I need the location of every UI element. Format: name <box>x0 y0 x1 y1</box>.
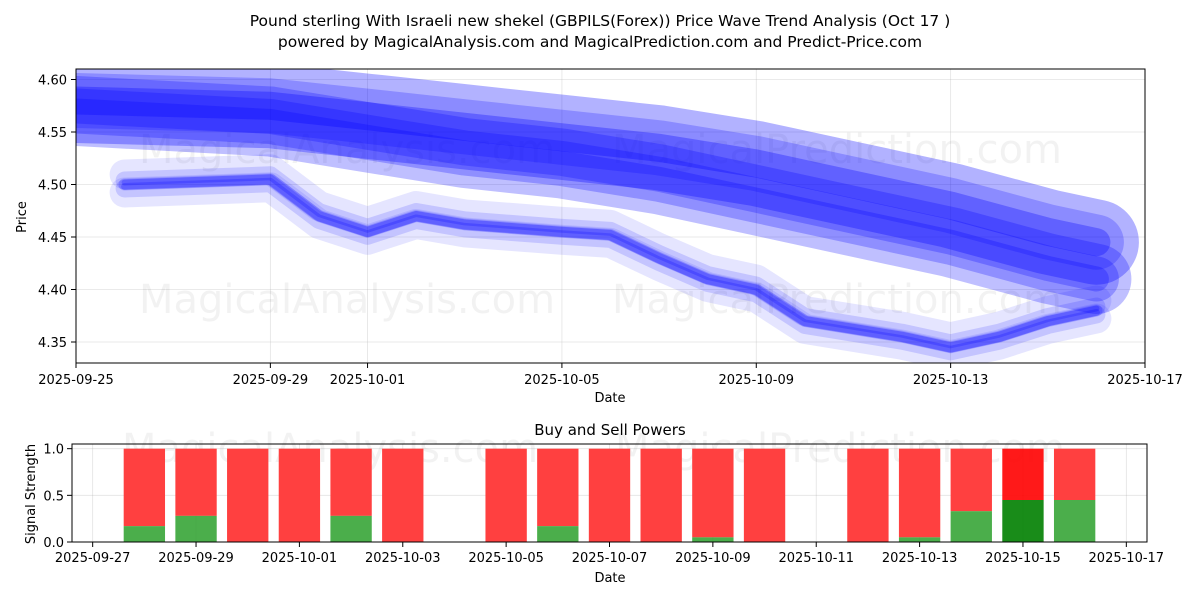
top-y-tick-label: 4.40 <box>38 284 67 299</box>
bottom-chart-title: Buy and Sell Powers <box>534 421 686 439</box>
wave-band-upper-wave <box>76 69 1139 285</box>
bottom-x-axis-label: Date <box>594 571 625 586</box>
top-x-tick-label: 2025-10-05 <box>524 373 600 388</box>
price-panel: MagicalAnalysis.com MagicalPrediction.com… <box>38 68 1183 388</box>
bottom-x-tick-label: 2025-10-17 <box>1089 551 1165 566</box>
wave-band-price <box>121 174 1100 349</box>
top-axes-frame <box>75 68 1146 364</box>
sell-bar <box>640 448 682 542</box>
sell-bar <box>950 448 992 512</box>
sell-bar <box>485 448 527 542</box>
sell-bar <box>330 448 372 516</box>
sell-bar <box>692 448 734 538</box>
sell-bar <box>898 448 941 538</box>
watermark: MagicalPrediction.com <box>612 277 1062 323</box>
top-x-tick-label: 2025-09-25 <box>38 373 114 388</box>
top-x-tick-label: 2025-10-17 <box>1107 373 1183 388</box>
sell-bar <box>1002 448 1044 500</box>
wave-band-upper-wave <box>76 86 1111 257</box>
bottom-x-tick-label: 2025-10-09 <box>675 551 751 566</box>
wave-band-price <box>115 166 1106 353</box>
top-y-tick-label: 4.45 <box>38 231 67 246</box>
top-x-tick-label: 2025-10-09 <box>718 373 794 388</box>
buy-bar <box>175 515 217 542</box>
sell-bar <box>847 448 889 542</box>
top-y-tick-label: 4.60 <box>38 74 67 89</box>
top-x-tick-label: 2025-10-01 <box>330 373 406 388</box>
wave-band-mid-wave <box>76 76 1132 314</box>
wave-band-mid-wave <box>76 88 1119 302</box>
wave-band-price <box>109 154 1112 353</box>
bottom-y-tick-label: 0.0 <box>43 536 64 551</box>
top-y-tick-label: 4.55 <box>38 126 67 141</box>
wave-band-price <box>109 172 1112 363</box>
wave-band-upper-wave <box>76 73 1124 270</box>
bottom-x-tick-label: 2025-10-03 <box>365 551 441 566</box>
wave-group <box>76 69 1139 363</box>
bottom-x-tick-label: 2025-10-11 <box>778 551 854 566</box>
bottom-y-tick-label: 1.0 <box>43 443 64 458</box>
watermark: MagicalAnalysis.com <box>139 127 555 173</box>
buy-bar <box>692 537 734 542</box>
sell-bar <box>175 448 217 516</box>
wave-band-price <box>115 174 1106 361</box>
buy-bar <box>950 511 992 542</box>
bottom-x-tick-label: 2025-10-01 <box>262 551 338 566</box>
top-x-axis-label: Date <box>594 391 625 406</box>
sell-bar <box>537 448 579 527</box>
wave-band-mid-wave <box>76 98 1109 292</box>
buy-bar <box>1002 500 1044 542</box>
bottom-x-tick-label: 2025-09-27 <box>55 551 131 566</box>
sell-bar <box>1053 448 1096 500</box>
bottom-x-tick-label: 2025-10-07 <box>572 551 648 566</box>
wave-band-price <box>118 173 1103 354</box>
sell-bar <box>382 448 424 542</box>
buy-bar <box>123 526 166 542</box>
top-y-tick-label: 4.35 <box>38 336 67 351</box>
buy-bar <box>1053 500 1096 542</box>
bottom-x-tick-label: 2025-10-05 <box>468 551 544 566</box>
signal-panel: MagicalAnalysis.com MagicalPrediction.com… <box>43 426 1164 566</box>
sell-bar <box>588 448 631 542</box>
buy-bar <box>537 526 579 542</box>
bottom-x-tick-label: 2025-09-29 <box>158 551 234 566</box>
buy-bar <box>898 537 941 542</box>
bottom-y-tick-label: 0.5 <box>43 489 64 504</box>
bottom-x-tick-label: 2025-10-15 <box>985 551 1061 566</box>
chart-subtitle: powered by MagicalAnalysis.com and Magic… <box>278 33 922 51</box>
bottom-x-tick-label: 2025-10-13 <box>882 551 958 566</box>
top-x-tick-label: 2025-10-13 <box>913 373 989 388</box>
top-x-tick-label: 2025-09-29 <box>233 373 309 388</box>
watermark: MagicalAnalysis.com <box>139 277 555 323</box>
sell-bar <box>227 448 269 542</box>
watermark: MagicalPrediction.com <box>615 426 1065 472</box>
top-y-tick-label: 4.50 <box>38 179 67 194</box>
sell-bar <box>123 448 166 527</box>
watermark: MagicalPrediction.com <box>612 127 1062 173</box>
chart-title: Pound sterling With Israeli new shekel (… <box>250 12 951 30</box>
sell-bar <box>743 448 786 542</box>
wave-band-price <box>121 177 1100 353</box>
bottom-y-axis-label: Signal Strength <box>24 444 39 544</box>
sell-bar <box>278 448 321 542</box>
buy-bar <box>330 515 372 542</box>
top-y-axis-label: Price <box>15 201 30 233</box>
